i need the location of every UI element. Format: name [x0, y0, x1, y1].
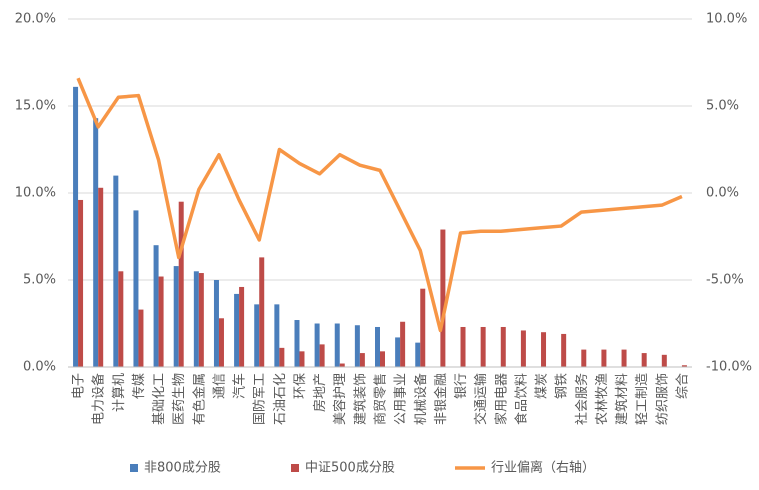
bar: [234, 293, 240, 367]
bar: [621, 349, 627, 367]
x-tick-label: 建筑材料: [614, 373, 630, 425]
x-tick-label: 电子: [72, 373, 87, 399]
x-tick-label: 农林牧渔: [595, 373, 610, 425]
x-tick-label: 煤炭: [535, 373, 550, 399]
y-tick-label: 0.0%: [23, 360, 56, 375]
bar: [193, 271, 199, 367]
bar: [279, 347, 285, 367]
bar: [118, 271, 124, 367]
bar: [158, 276, 164, 367]
bar: [581, 349, 587, 367]
y-tick-label: 15.0%: [15, 99, 56, 114]
y-tick-label: 20.0%: [15, 12, 56, 27]
legend-label: 中证500成分股: [305, 461, 395, 476]
x-tick-label: 国防军工: [252, 373, 268, 425]
y2-tick-label: 5.0%: [706, 99, 739, 114]
x-tick-label: 公用事业: [394, 373, 409, 425]
bar: [354, 325, 360, 367]
x-tick-label: 美容护理: [332, 373, 348, 425]
bar: [73, 86, 79, 368]
bar: [480, 326, 486, 367]
bar: [314, 323, 320, 367]
y2-tick-label: -5.0%: [706, 273, 744, 288]
bar: [375, 326, 380, 367]
x-tick-label: 电力设备: [91, 373, 107, 425]
x-tick-label: 通信: [212, 373, 227, 399]
bar: [254, 304, 260, 367]
x-tick-label: 环保: [293, 373, 308, 399]
bar: [113, 175, 119, 367]
bar: [294, 320, 300, 367]
bar: [213, 280, 219, 367]
bar: [359, 353, 365, 367]
y-tick-label: 10.0%: [15, 186, 56, 201]
bar: [259, 257, 265, 367]
bar: [520, 330, 526, 367]
bar: [415, 342, 421, 367]
bar: [173, 266, 179, 367]
bar: [460, 326, 466, 367]
legend-swatch: [291, 464, 299, 472]
bar: [319, 344, 325, 367]
bar: [78, 199, 84, 367]
legend-swatch: [130, 464, 138, 472]
bar: [153, 245, 159, 367]
x-tick-label: 传媒: [132, 373, 147, 399]
bar: [420, 288, 426, 367]
bar: [641, 353, 647, 367]
bar: [661, 354, 667, 367]
legend-label: 非800成分股: [144, 461, 221, 476]
bar: [500, 326, 506, 367]
x-tick-label: 轻工制造: [635, 373, 650, 425]
bar: [133, 210, 139, 367]
x-tick-label: 社会服务: [574, 373, 590, 425]
bar: [395, 337, 401, 367]
x-tick-label: 基础化工: [152, 373, 167, 425]
bar: [334, 323, 340, 367]
bar: [198, 273, 204, 367]
y2-tick-label: 10.0%: [706, 12, 747, 27]
bar: [178, 201, 184, 367]
x-tick-label: 食品饮料: [513, 373, 529, 425]
bar: [218, 318, 224, 367]
x-tick-label: 房地产: [312, 373, 328, 412]
x-tick-label: 纺织服饰: [655, 373, 670, 425]
x-tick-label: 计算机: [112, 373, 127, 412]
bar: [561, 333, 567, 367]
x-tick-label: 汽车: [232, 373, 248, 399]
x-tick-label: 商贸零售: [373, 373, 389, 425]
legend-label: 行业偏离（右轴）: [491, 460, 595, 476]
bar: [400, 321, 406, 367]
bar: [274, 304, 280, 367]
x-tick-label: 有色金属: [191, 373, 207, 425]
bar: [681, 365, 687, 367]
x-tick-label: 非银金融: [433, 373, 449, 425]
bar: [541, 332, 547, 367]
bar: [339, 363, 345, 367]
x-tick-label: 建筑装饰: [352, 373, 368, 425]
x-tick-label: 交通运输: [473, 373, 489, 425]
x-tick-label: 钢铁: [555, 373, 570, 399]
line: [76, 77, 683, 333]
bar: [98, 187, 104, 367]
y2-tick-label: -10.0%: [706, 360, 752, 375]
bar: [93, 118, 99, 368]
x-tick-label: 医药生物: [172, 373, 187, 425]
x-tick-label: 家用电器: [493, 373, 509, 425]
x-tick-label: 银行: [454, 373, 469, 399]
bar: [138, 309, 144, 367]
x-tick-label: 石油石化: [273, 373, 288, 425]
bar: [239, 286, 245, 367]
y-tick-label: 5.0%: [23, 273, 56, 288]
bar: [440, 229, 446, 367]
bar: [380, 351, 385, 367]
bar: [601, 349, 607, 367]
x-tick-label: 机械设备: [413, 373, 429, 425]
x-tick-label: 综合: [675, 373, 690, 399]
y2-tick-label: 0.0%: [706, 186, 739, 201]
bar: [299, 351, 305, 367]
